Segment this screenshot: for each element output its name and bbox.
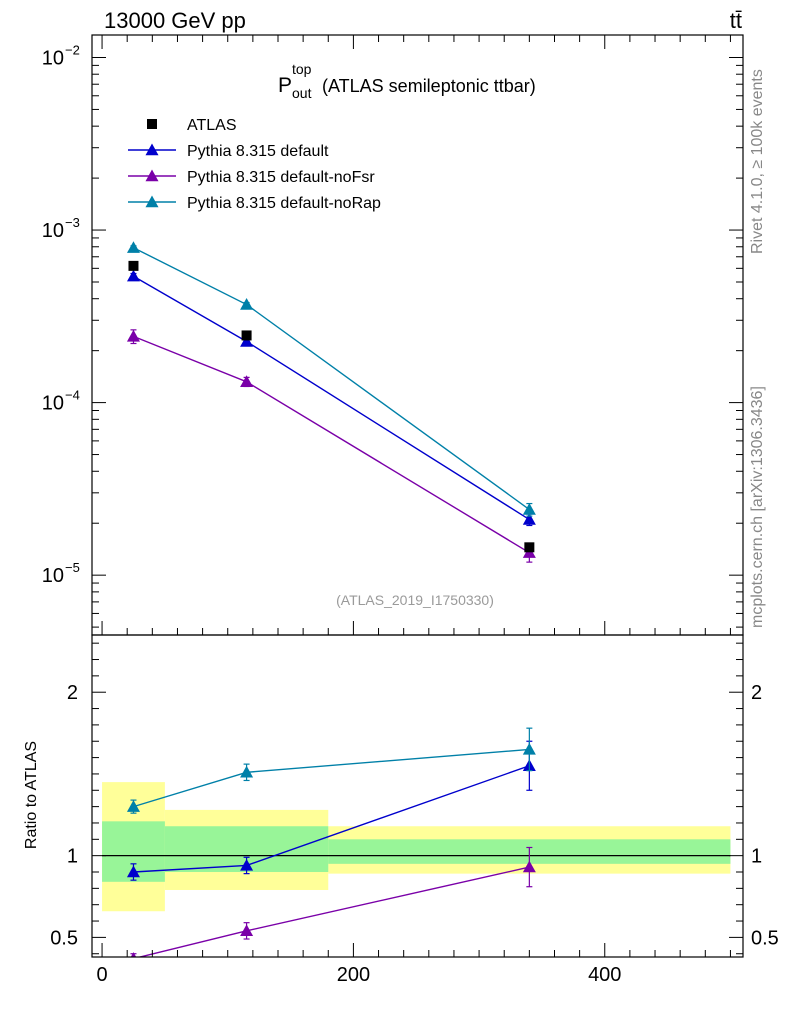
- legend-marker-noFsr: [145, 169, 159, 182]
- ratio-xtick-label: 200: [337, 964, 370, 986]
- main-point-noRap: [126, 241, 140, 253]
- main-point-atlas: [524, 542, 535, 553]
- main-point-default: [126, 269, 140, 282]
- legend-label-data: ATLAS: [187, 117, 237, 134]
- mcplots-label: mcplots.cern.ch [arXiv:1306.3436]: [749, 386, 766, 628]
- main-ytick-label: 10: [42, 220, 64, 242]
- title-rest: (ATLAS semileptonic ttbar): [322, 76, 536, 96]
- main-ytick-exponent: −3: [65, 215, 80, 230]
- legend-label-noRap: Pythia 8.315 default-noRap: [187, 195, 381, 212]
- main-ytick-exponent: −4: [65, 388, 80, 403]
- plot-title: P: [278, 74, 292, 97]
- main-point-default: [240, 334, 254, 347]
- title-sub: out: [292, 85, 312, 101]
- main-line-noRap: [133, 247, 530, 511]
- ratio-frame: [91, 634, 744, 958]
- main-point-noFsr: [240, 375, 254, 387]
- process-label: tt̄: [730, 8, 742, 33]
- main-ytick-label: 10: [42, 393, 64, 415]
- title-main: P: [278, 74, 292, 97]
- ratio-xtick-label: 0: [96, 964, 107, 986]
- energy-label: 13000 GeV pp: [104, 8, 246, 33]
- ratio-point-noFsr: [522, 860, 536, 873]
- main-ytick-label: 10: [42, 47, 64, 69]
- ratio-panel: 0.5 0.5 1 1 2 2 0 200 400 Ratio to ATLAS: [23, 634, 779, 986]
- legend: ATLAS Pythia 8.315 default Pythia 8.315 de…: [128, 117, 381, 212]
- ratio-point-noRap: [126, 800, 140, 812]
- ratio-point-noFsr: [240, 924, 254, 937]
- main-line-noFsr: [133, 335, 530, 554]
- main-point-noFsr: [126, 329, 140, 342]
- legend-marker-atlas: [147, 119, 157, 129]
- ratio-point-default: [240, 858, 254, 871]
- main-point-atlas: [128, 260, 139, 271]
- main-ytick-label: 10: [42, 565, 64, 587]
- ratio-ytick-label-right: 1: [751, 846, 762, 868]
- ratio-axis-ticks: 0.5 0.5 1 1 2 2 0 200 400: [50, 642, 779, 986]
- analysis-id: (ATLAS_2019_I1750330): [336, 592, 494, 608]
- main-point-noRap: [240, 298, 254, 310]
- main-panel: 10−510−410−310−2 P top out (ATLAS semile…: [42, 34, 744, 636]
- main-ytick-exponent: −5: [65, 560, 80, 575]
- legend-marker-default: [145, 143, 159, 156]
- main-point-atlas: [241, 330, 252, 341]
- ratio-ytick-label-left: 0.5: [50, 927, 78, 949]
- title-sup: top: [292, 61, 312, 77]
- legend-label-default: Pythia 8.315 default: [187, 143, 329, 160]
- ratio-ytick-label-left: 2: [67, 682, 78, 704]
- ratio-point-noRap: [522, 742, 536, 755]
- legend-marker-noRap: [145, 195, 159, 208]
- main-axis-ticks: 10−510−410−310−2: [42, 35, 743, 635]
- ratio-xtick-label: 400: [588, 964, 621, 986]
- ratio-point-noRap: [240, 765, 254, 778]
- rivet-label: Rivet 4.1.0, ≥ 100k events: [749, 69, 766, 254]
- main-ytick-exponent: −2: [65, 42, 80, 57]
- ratio-ytick-label-left: 1: [67, 846, 78, 868]
- ratio-ytick-label-right: 0.5: [751, 927, 779, 949]
- ratio-point-default: [126, 865, 140, 878]
- ratio-ylabel: Ratio to ATLAS: [23, 741, 40, 849]
- ratio-line-noRap: [133, 748, 530, 808]
- legend-label-noFsr: Pythia 8.315 default-noFsr: [187, 169, 375, 186]
- main-point-default: [522, 513, 536, 525]
- main-point-noRap: [522, 503, 536, 515]
- main-series: [126, 241, 536, 563]
- ratio-ytick-label-right: 2: [751, 682, 762, 704]
- ratio-series: [126, 727, 536, 957]
- ratio-point-noFsr: [130, 952, 137, 957]
- ratio-uncertainty-bands: [102, 782, 731, 912]
- main-line-default: [133, 275, 530, 521]
